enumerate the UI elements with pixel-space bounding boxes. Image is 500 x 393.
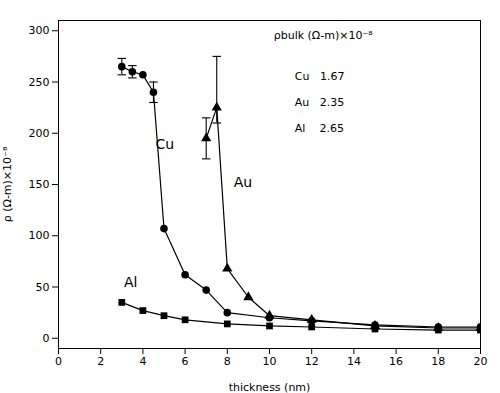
svg-text:10: 10	[263, 355, 277, 368]
svg-text:18: 18	[431, 355, 445, 368]
svg-text:ρ (Ω-m)×10⁻⁸: ρ (Ω-m)×10⁻⁸	[1, 146, 14, 222]
svg-text:Cu: Cu	[156, 136, 175, 152]
svg-text:0: 0	[43, 332, 50, 345]
svg-text:12: 12	[305, 355, 319, 368]
svg-text:14: 14	[347, 355, 361, 368]
svg-text:ρbulk (Ω-m)×10⁻⁸: ρbulk (Ω-m)×10⁻⁸	[274, 29, 374, 42]
svg-text:50: 50	[36, 281, 50, 294]
svg-text:250: 250	[29, 76, 50, 89]
svg-text:6: 6	[182, 355, 189, 368]
svg-text:Au: Au	[234, 174, 252, 190]
svg-text:200: 200	[29, 127, 50, 140]
svg-text:100: 100	[29, 229, 50, 242]
svg-text:2: 2	[97, 355, 104, 368]
svg-text:150: 150	[29, 178, 50, 191]
svg-text:Al 2.65: Al 2.65	[295, 122, 344, 135]
svg-text:thickness (nm): thickness (nm)	[229, 381, 311, 393]
svg-text:Au 2.35: Au 2.35	[295, 96, 344, 109]
svg-text:20: 20	[474, 355, 488, 368]
svg-text:0: 0	[55, 355, 62, 368]
svg-text:Al: Al	[124, 274, 137, 290]
svg-text:Cu 1.67: Cu 1.67	[295, 70, 345, 83]
svg-text:300: 300	[29, 24, 50, 37]
svg-text:8: 8	[224, 355, 231, 368]
svg-text:16: 16	[389, 355, 403, 368]
svg-text:4: 4	[139, 355, 146, 368]
